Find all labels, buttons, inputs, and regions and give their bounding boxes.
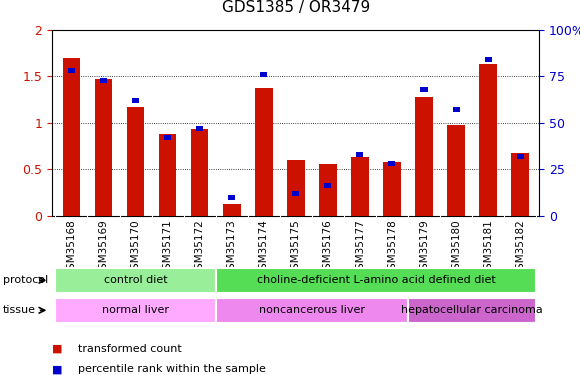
- Bar: [319, 164, 336, 216]
- Bar: [255, 87, 273, 216]
- Text: choline-deficient L-amino acid defined diet: choline-deficient L-amino acid defined d…: [256, 275, 495, 285]
- Text: GSM35176: GSM35176: [323, 219, 333, 276]
- Bar: [447, 124, 465, 216]
- Bar: [216, 298, 408, 323]
- Bar: [196, 126, 203, 131]
- Text: GSM35168: GSM35168: [67, 219, 77, 276]
- Text: GSM35174: GSM35174: [259, 219, 269, 276]
- Text: GSM35172: GSM35172: [195, 219, 205, 276]
- Bar: [260, 72, 267, 77]
- Bar: [132, 98, 139, 103]
- Bar: [191, 129, 208, 216]
- Bar: [484, 57, 492, 62]
- Bar: [223, 204, 241, 216]
- Text: GSM35170: GSM35170: [130, 219, 140, 276]
- Bar: [216, 268, 536, 293]
- Text: GSM35173: GSM35173: [227, 219, 237, 276]
- Bar: [159, 134, 176, 216]
- Bar: [517, 154, 524, 159]
- Bar: [126, 107, 144, 216]
- Bar: [56, 298, 216, 323]
- Text: GSM35178: GSM35178: [387, 219, 397, 276]
- Text: GSM35177: GSM35177: [355, 219, 365, 276]
- Bar: [228, 195, 235, 200]
- Bar: [420, 87, 427, 92]
- Bar: [100, 78, 107, 82]
- Bar: [292, 191, 299, 196]
- Bar: [415, 97, 433, 216]
- Bar: [68, 68, 75, 74]
- Text: protocol: protocol: [3, 275, 48, 285]
- Bar: [512, 153, 529, 216]
- Text: GSM35169: GSM35169: [99, 219, 108, 276]
- Bar: [479, 64, 497, 216]
- Bar: [356, 152, 364, 157]
- Bar: [408, 298, 536, 323]
- Text: GSM35175: GSM35175: [291, 219, 301, 276]
- Text: control diet: control diet: [104, 275, 168, 285]
- Text: GSM35182: GSM35182: [515, 219, 525, 276]
- Bar: [351, 157, 369, 216]
- Text: GSM35180: GSM35180: [451, 219, 461, 276]
- Text: GDS1385 / OR3479: GDS1385 / OR3479: [222, 0, 370, 15]
- Text: normal liver: normal liver: [102, 305, 169, 315]
- Bar: [164, 135, 171, 140]
- Bar: [56, 268, 216, 293]
- Bar: [383, 162, 401, 216]
- Bar: [63, 58, 80, 216]
- Bar: [95, 79, 113, 216]
- Text: hepatocellular carcinoma: hepatocellular carcinoma: [401, 305, 543, 315]
- Bar: [389, 161, 396, 166]
- Text: tissue: tissue: [3, 305, 36, 315]
- Text: ■: ■: [52, 364, 63, 374]
- Bar: [324, 183, 331, 189]
- Text: GSM35181: GSM35181: [483, 219, 493, 276]
- Text: transformed count: transformed count: [78, 344, 182, 354]
- Text: noncancerous liver: noncancerous liver: [259, 305, 365, 315]
- Bar: [452, 107, 459, 112]
- Text: GSM35179: GSM35179: [419, 219, 429, 276]
- Text: percentile rank within the sample: percentile rank within the sample: [78, 364, 266, 374]
- Text: ■: ■: [52, 344, 63, 354]
- Bar: [287, 160, 305, 216]
- Text: GSM35171: GSM35171: [162, 219, 173, 276]
